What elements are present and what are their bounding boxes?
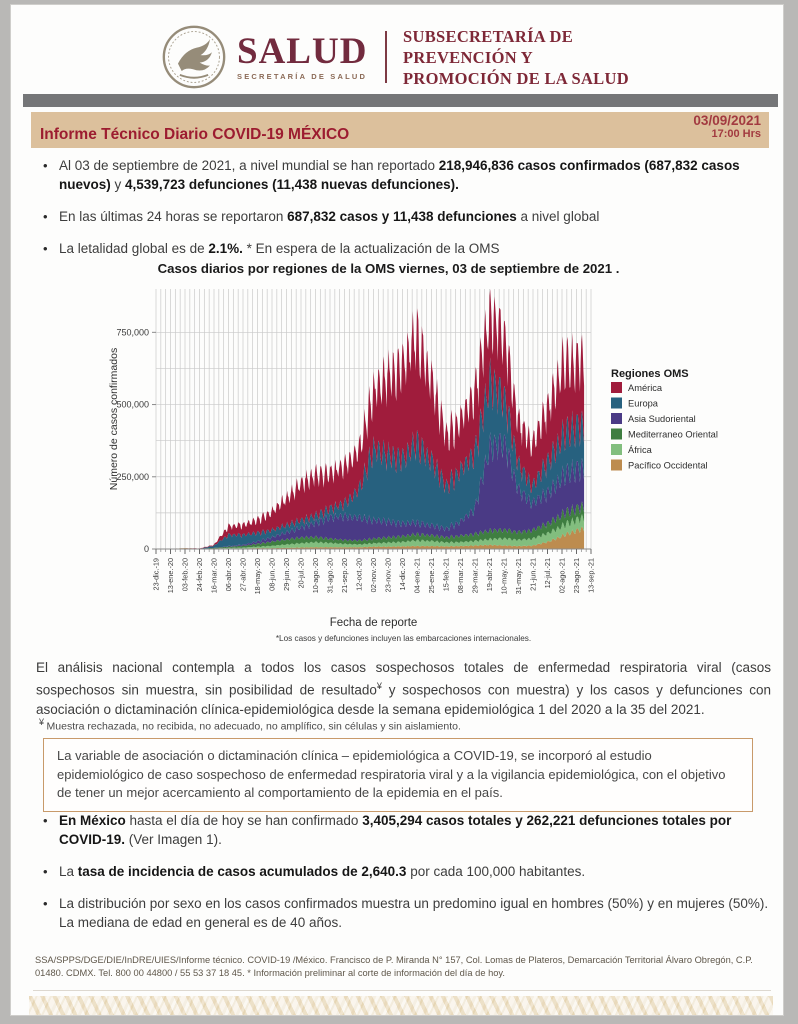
svg-text:06-abr.-20: 06-abr.-20 (224, 558, 233, 591)
svg-text:21-jun.-21: 21-jun.-21 (529, 558, 538, 591)
mexico-stats-bullets: En México hasta el día de hoy se han con… (41, 811, 769, 945)
national-analysis-paragraph: El análisis nacional contempla a todos l… (36, 660, 771, 717)
svg-text:23-ago.-21: 23-ago.-21 (572, 558, 581, 593)
footer-contact-text: SSA/SPPS/DGE/DIE/InDRE/UIES/Informe técn… (35, 955, 753, 978)
svg-text:24-feb.-20: 24-feb.-20 (195, 558, 204, 591)
svg-text:23-dic.-19: 23-dic.-19 (152, 558, 161, 590)
svg-text:Fecha de reporte: Fecha de reporte (330, 617, 418, 629)
footer-rule (33, 990, 771, 991)
bullet-sex-distribution: La distribución por sexo en los casos co… (41, 894, 769, 932)
ornamental-border (29, 996, 773, 1015)
svg-text:23-nov.-20: 23-nov.-20 (384, 558, 393, 592)
svg-text:Número de casos confirmados: Número de casos confirmados (108, 348, 120, 490)
svg-text:04-ene.-21: 04-ene.-21 (413, 558, 422, 593)
svg-text:10-may.-21: 10-may.-21 (500, 558, 509, 594)
svg-text:Pacífico Occidental: Pacífico Occidental (628, 461, 708, 471)
report-title: Informe Técnico Diario COVID-19 MÉXICO (40, 126, 350, 143)
svg-text:20-jul.-20: 20-jul.-20 (297, 558, 306, 588)
svg-text:Asia Sudoriental: Asia Sudoriental (628, 414, 696, 424)
title-band: Informe Técnico Diario COVID-19 MÉXICO 0… (31, 112, 769, 148)
who-regions-chart: Casos diarios por regiones de la OMS vie… (106, 259, 746, 654)
svg-text:29-mar.-21: 29-mar.-21 (471, 558, 480, 593)
svg-text:750,000: 750,000 (116, 327, 149, 337)
svg-text:Casos diarios por regiones de: Casos diarios por regiones de la OMS vie… (158, 261, 620, 276)
bullet-global-cases: Al 03 de septiembre de 2021, a nivel mun… (41, 156, 769, 194)
svg-text:10-ago.-20: 10-ago.-20 (311, 558, 320, 593)
svg-text:29-jun.-20: 29-jun.-20 (282, 558, 291, 591)
svg-text:08-jun.-20: 08-jun.-20 (268, 558, 277, 591)
bullet-24h: En las últimas 24 horas se reportaron 68… (41, 207, 769, 226)
svg-text:Mediterraneo Oriental: Mediterraneo Oriental (628, 430, 718, 440)
svg-text:500,000: 500,000 (116, 400, 149, 410)
svg-text:15-feb.-21: 15-feb.-21 (442, 558, 451, 591)
svg-text:12-jul.-21: 12-jul.-21 (543, 558, 552, 588)
svg-text:*Los casos y defunciones inclu: *Los casos y defunciones incluyen las em… (276, 634, 531, 643)
clinical-association-note: La variable de asociación o dictaminació… (43, 738, 753, 812)
report-page: SALUD SECRETARÍA DE SALUD SUBSECRETARÍA … (10, 4, 784, 1016)
government-header: SALUD SECRETARÍA DE SALUD SUBSECRETARÍA … (161, 23, 651, 91)
svg-text:18-may.-20: 18-may.-20 (253, 558, 262, 594)
svg-text:02-ago.-21: 02-ago.-21 (558, 558, 567, 593)
svg-text:02-nov.-20: 02-nov.-20 (369, 558, 378, 592)
svg-text:13-ene.-20: 13-ene.-20 (166, 558, 175, 593)
svg-text:16-mar.-20: 16-mar.-20 (210, 558, 219, 593)
svg-text:Regiones OMS: Regiones OMS (611, 368, 689, 380)
svg-text:0: 0 (144, 544, 149, 554)
bullet-mexico-totals: En México hasta el día de hoy se han con… (41, 811, 769, 849)
global-stats-bullets: Al 03 de septiembre de 2021, a nivel mun… (41, 156, 769, 271)
svg-text:África: África (628, 445, 653, 455)
report-date: 03/09/2021 (693, 113, 761, 128)
bullet-incidence-rate: La tasa de incidencia de casos acumulado… (41, 862, 769, 881)
svg-text:21-sep.-20: 21-sep.-20 (340, 558, 349, 593)
svg-text:27-abr.-20: 27-abr.-20 (239, 558, 248, 591)
bullet-lethality: La letalidad global es de 2.1%. * En esp… (41, 239, 769, 258)
report-datetime: 03/09/2021 17:00 Hrs (693, 113, 761, 140)
eagle-seal-icon (162, 25, 226, 89)
svg-text:08-mar.-21: 08-mar.-21 (456, 558, 465, 593)
stacked-bar-chart: Casos diarios por regiones de la OMS vie… (108, 261, 718, 643)
analysis-footnote: ¥ Muestra rechazada, no recibida, no ade… (39, 717, 461, 733)
svg-text:03-feb.-20: 03-feb.-20 (181, 558, 190, 591)
svg-text:31-may.-21: 31-may.-21 (514, 558, 523, 594)
svg-text:31-ago.-20: 31-ago.-20 (326, 558, 335, 593)
svg-text:13-sep.-21: 13-sep.-21 (587, 558, 596, 593)
separator-bar (23, 94, 778, 107)
svg-text:América: América (628, 383, 663, 393)
salud-wordmark: SALUD (237, 30, 368, 72)
salud-logo: SALUD SECRETARÍA DE SALUD (237, 30, 368, 81)
svg-text:12-oct.-20: 12-oct.-20 (355, 558, 364, 591)
svg-text:Europa: Europa (628, 399, 659, 409)
svg-text:14-dic.-20: 14-dic.-20 (398, 558, 407, 590)
report-time: 17:00 Hrs (711, 128, 761, 140)
subsecretaria-title: SUBSECRETARÍA DE PREVENCIÓN Y PROMOCIÓN … (403, 26, 629, 88)
svg-text:250,000: 250,000 (116, 472, 149, 482)
secretaria-subtitle: SECRETARÍA DE SALUD (237, 71, 368, 81)
svg-text:25-ene.-21: 25-ene.-21 (427, 558, 436, 593)
svg-text:19-abr.-21: 19-abr.-21 (485, 558, 494, 591)
header-divider (385, 31, 388, 83)
